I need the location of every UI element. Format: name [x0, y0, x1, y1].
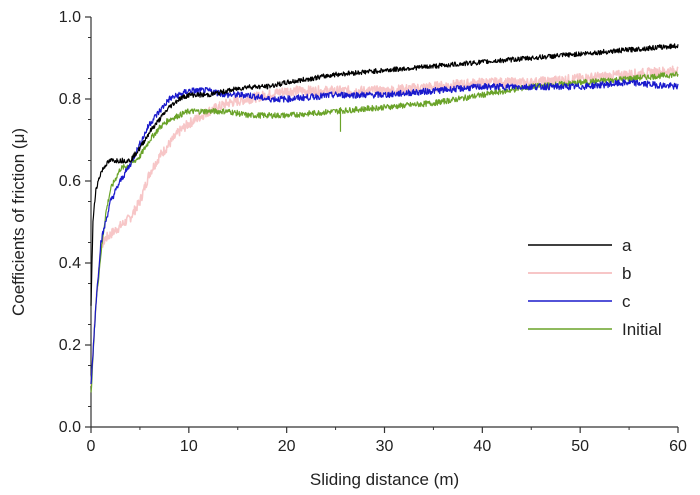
legend-label-a: a: [622, 236, 632, 255]
y-tick-label: 0.0: [59, 419, 81, 436]
x-tick-label: 0: [87, 438, 96, 455]
legend-label-initial: Initial: [622, 320, 662, 339]
y-tick-label: 0.8: [59, 91, 81, 108]
x-tick-label: 20: [278, 438, 296, 455]
y-tick-label: 1.0: [59, 9, 81, 26]
series-line-b: [90, 65, 679, 387]
x-tick-label: 10: [180, 438, 198, 455]
x-tick-label: 60: [669, 438, 687, 455]
y-tick-label: 0.6: [59, 173, 81, 190]
series-line-a: [90, 43, 679, 306]
series-layer: [90, 43, 679, 393]
x-tick-label: 40: [473, 438, 491, 455]
series-line-c: [90, 79, 679, 385]
legend: abc Initial: [528, 236, 662, 339]
y-tick-label: 0.2: [59, 337, 81, 354]
ticks-group: 0.0 0.2 0.4 0.6 0.8 1.0 0 10 20 30 40 50 60: [59, 9, 687, 455]
x-tick-label: 30: [376, 438, 394, 455]
series-line-initial: [90, 71, 679, 393]
x-tick-label: 50: [571, 438, 589, 455]
legend-label-b: b: [622, 264, 631, 283]
legend-label-c: c: [622, 292, 631, 311]
y-axis-title: Coefficients of friction (μ): [9, 128, 28, 316]
y-tick-label: 0.4: [59, 255, 81, 272]
x-axis-title: Sliding distance (m): [310, 470, 459, 489]
